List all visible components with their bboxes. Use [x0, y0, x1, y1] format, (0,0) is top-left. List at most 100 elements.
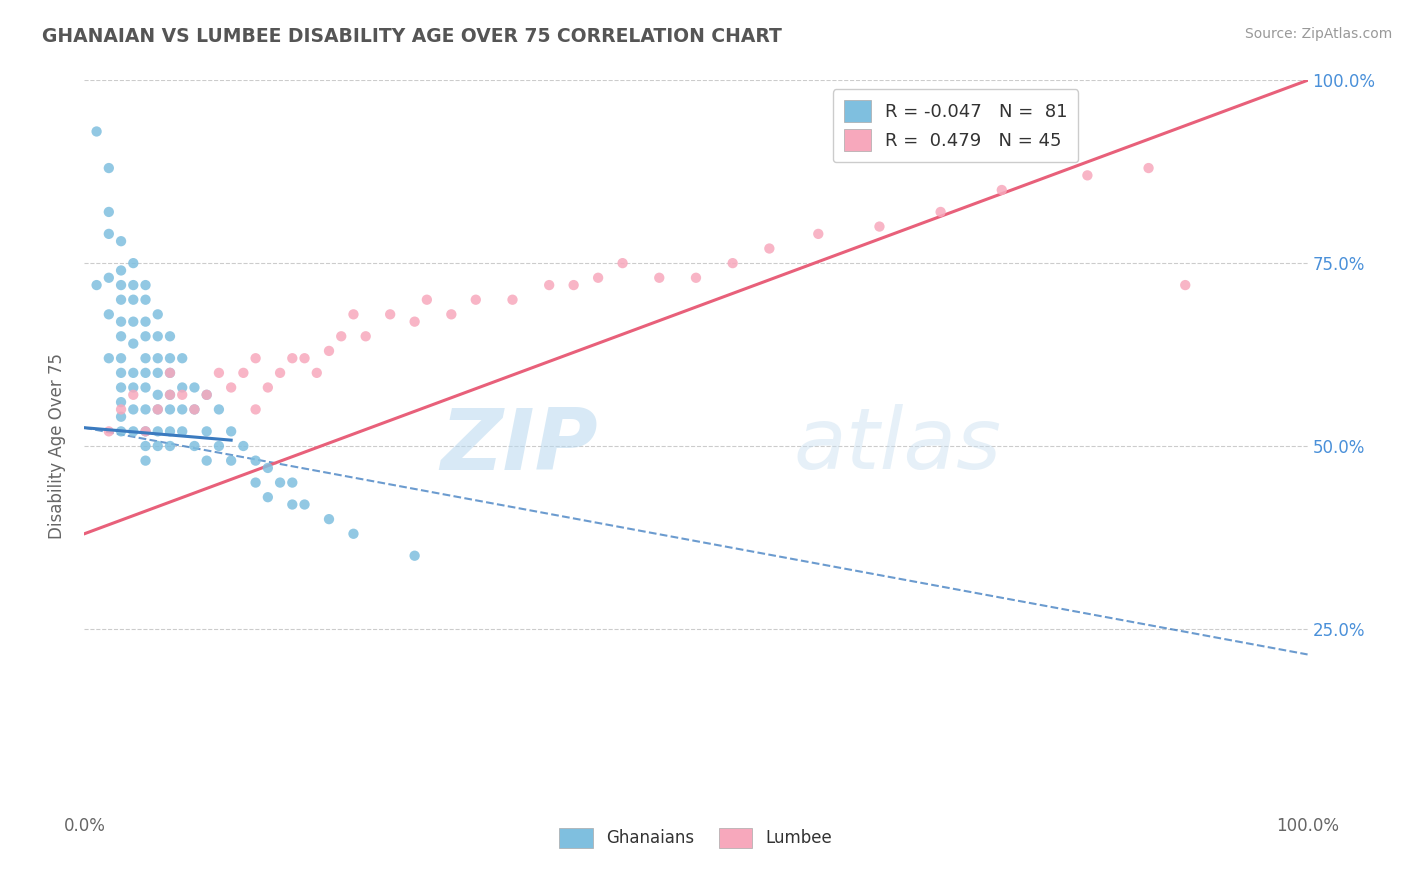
Point — [294, 498, 316, 512]
Point — [159, 329, 181, 343]
Point — [135, 439, 157, 453]
Point — [354, 329, 377, 343]
Point — [86, 124, 108, 138]
Point — [159, 366, 181, 380]
Point — [172, 388, 194, 402]
Point — [195, 425, 218, 439]
Point — [257, 380, 280, 394]
Point — [342, 526, 364, 541]
Point — [502, 293, 524, 307]
Point — [110, 351, 132, 366]
Point — [135, 293, 157, 307]
Point — [122, 388, 145, 402]
Point — [586, 270, 609, 285]
Point — [342, 307, 364, 321]
Point — [135, 366, 157, 380]
Legend: Ghanaians, Lumbee: Ghanaians, Lumbee — [553, 821, 839, 855]
Point — [135, 425, 157, 439]
Point — [122, 278, 145, 293]
Point — [159, 388, 181, 402]
Point — [146, 351, 169, 366]
Point — [135, 315, 157, 329]
Point — [159, 439, 181, 453]
Point — [97, 425, 120, 439]
Point — [404, 549, 426, 563]
Point — [208, 402, 231, 417]
Text: Source: ZipAtlas.com: Source: ZipAtlas.com — [1244, 27, 1392, 41]
Point — [110, 263, 132, 277]
Point — [232, 439, 254, 453]
Point — [159, 425, 181, 439]
Point — [135, 329, 157, 343]
Point — [807, 227, 830, 241]
Point — [1137, 161, 1160, 175]
Text: ZIP: ZIP — [440, 404, 598, 488]
Point — [464, 293, 486, 307]
Point — [758, 242, 780, 256]
Point — [122, 293, 145, 307]
Point — [110, 366, 132, 380]
Point — [122, 256, 145, 270]
Point — [562, 278, 585, 293]
Point — [146, 425, 169, 439]
Point — [195, 453, 218, 467]
Point — [110, 402, 132, 417]
Point — [991, 183, 1014, 197]
Point — [318, 512, 340, 526]
Point — [208, 366, 231, 380]
Point — [245, 351, 267, 366]
Point — [135, 278, 157, 293]
Point — [146, 329, 169, 343]
Point — [110, 380, 132, 394]
Point — [86, 278, 108, 293]
Point — [245, 402, 267, 417]
Point — [97, 351, 120, 366]
Point — [122, 315, 145, 329]
Point — [281, 498, 304, 512]
Point — [183, 402, 205, 417]
Point — [305, 366, 328, 380]
Point — [135, 453, 157, 467]
Point — [122, 425, 145, 439]
Y-axis label: Disability Age Over 75: Disability Age Over 75 — [48, 353, 66, 539]
Point — [146, 388, 169, 402]
Point — [97, 161, 120, 175]
Point — [172, 425, 194, 439]
Point — [219, 425, 242, 439]
Point — [110, 329, 132, 343]
Point — [183, 380, 205, 394]
Point — [135, 425, 157, 439]
Point — [122, 402, 145, 417]
Point — [294, 351, 316, 366]
Point — [929, 205, 952, 219]
Point — [159, 388, 181, 402]
Point — [330, 329, 353, 343]
Point — [208, 439, 231, 453]
Point — [219, 453, 242, 467]
Point — [232, 366, 254, 380]
Point — [110, 234, 132, 248]
Point — [183, 402, 205, 417]
Point — [110, 395, 132, 409]
Point — [146, 402, 169, 417]
Point — [110, 293, 132, 307]
Point — [257, 490, 280, 504]
Point — [159, 402, 181, 417]
Point — [159, 351, 181, 366]
Point — [122, 366, 145, 380]
Point — [97, 227, 120, 241]
Point — [219, 380, 242, 394]
Point — [110, 278, 132, 293]
Point — [269, 366, 291, 380]
Point — [440, 307, 463, 321]
Point — [135, 402, 157, 417]
Point — [159, 366, 181, 380]
Point — [195, 388, 218, 402]
Point — [257, 461, 280, 475]
Point — [648, 270, 671, 285]
Point — [281, 351, 304, 366]
Text: atlas: atlas — [794, 404, 1002, 488]
Point — [146, 439, 169, 453]
Point — [110, 315, 132, 329]
Point — [172, 402, 194, 417]
